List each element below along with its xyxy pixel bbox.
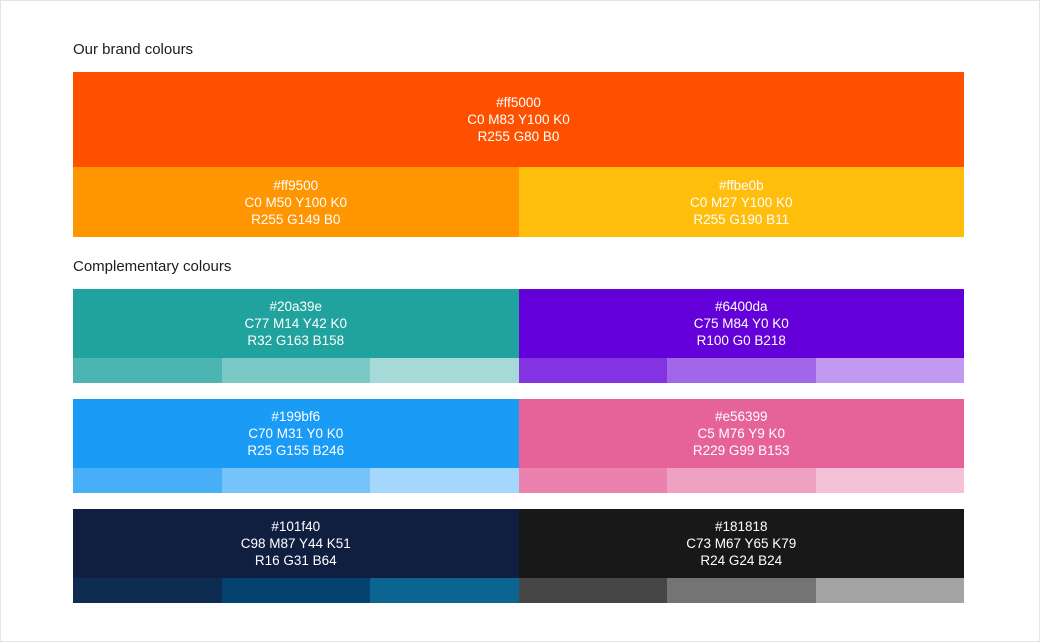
swatch-values: #e56399 C5 M76 Y9 K0 R229 G99 B153 bbox=[693, 408, 790, 459]
tint-swatch bbox=[73, 358, 222, 383]
swatch-values: #181818 C73 M67 Y65 K79 R24 G24 B24 bbox=[686, 518, 796, 569]
tint-swatch bbox=[73, 578, 222, 603]
swatch-rgb: R229 G99 B153 bbox=[692, 443, 790, 458]
primary-colour-swatch: #ff5000 C0 M83 Y100 K0 R255 G80 B0 bbox=[73, 72, 964, 167]
complementary-colours-heading: Complementary colours bbox=[73, 258, 232, 275]
tint-swatch bbox=[667, 358, 816, 383]
tint-swatch bbox=[815, 578, 964, 603]
swatch-cmyk: C5 M76 Y9 K0 bbox=[697, 426, 786, 441]
swatch-cmyk: C0 M83 Y100 K0 bbox=[467, 112, 570, 127]
swatch-values: #ff5000 C0 M83 Y100 K0 R255 G80 B0 bbox=[467, 94, 570, 145]
tint-swatch bbox=[221, 468, 370, 493]
swatch-hex: #20a39e bbox=[269, 299, 323, 314]
swatch-hex: #ff5000 bbox=[496, 95, 541, 110]
swatch-values: #ff9500 C0 M50 Y100 K0 R255 G149 B0 bbox=[244, 177, 347, 228]
swatch-rgb: R100 G0 B218 bbox=[696, 333, 786, 348]
swatch-values: #ffbe0b C0 M27 Y100 K0 R255 G190 B11 bbox=[690, 177, 793, 228]
swatch-cmyk: C0 M50 Y100 K0 bbox=[244, 194, 348, 210]
complementary-colour-swatch: #181818 C73 M67 Y65 K79 R24 G24 B24 bbox=[518, 509, 964, 578]
tint-bar bbox=[73, 578, 519, 603]
swatch-hex: #199bf6 bbox=[271, 409, 321, 424]
complementary-colour-grid: #20a39e C77 M14 Y42 K0 R32 G163 B158 #64… bbox=[73, 289, 964, 619]
swatch-cmyk: C73 M67 Y65 K79 bbox=[686, 536, 797, 551]
swatch-cmyk: C77 M14 Y42 K0 bbox=[244, 316, 348, 331]
colour-cell: #20a39e C77 M14 Y42 K0 R32 G163 B158 bbox=[73, 289, 519, 383]
tint-swatch bbox=[667, 468, 816, 493]
swatch-rgb: R32 G163 B158 bbox=[247, 333, 345, 348]
complementary-colour-swatch: #199bf6 C70 M31 Y0 K0 R25 G155 B246 bbox=[73, 399, 519, 468]
colour-cell: #6400da C75 M84 Y0 K0 R100 G0 B218 bbox=[518, 289, 964, 383]
swatch-rgb: R25 G155 B246 bbox=[247, 443, 345, 458]
swatch-cmyk: C0 M27 Y100 K0 bbox=[689, 194, 793, 210]
secondary-colour-swatch: #ff9500 C0 M50 Y100 K0 R255 G149 B0 bbox=[73, 167, 519, 237]
colour-cell: #199bf6 C70 M31 Y0 K0 R25 G155 B246 bbox=[73, 399, 519, 493]
swatch-rgb: R255 G80 B0 bbox=[477, 129, 560, 144]
colour-cell: #181818 C73 M67 Y65 K79 R24 G24 B24 bbox=[518, 509, 964, 603]
swatch-values: #6400da C75 M84 Y0 K0 R100 G0 B218 bbox=[694, 298, 789, 349]
swatch-hex: #e56399 bbox=[714, 409, 768, 424]
tint-swatch bbox=[815, 468, 964, 493]
tint-swatch bbox=[815, 358, 964, 383]
page-content: Our brand colours #ff5000 C0 M83 Y100 K0… bbox=[73, 1, 964, 619]
tint-swatch bbox=[518, 358, 667, 383]
swatch-rgb: R255 G149 B0 bbox=[251, 211, 341, 227]
swatch-cmyk: C70 M31 Y0 K0 bbox=[248, 426, 344, 441]
swatch-values: #199bf6 C70 M31 Y0 K0 R25 G155 B246 bbox=[247, 408, 344, 459]
brand-colours-heading: Our brand colours bbox=[73, 41, 194, 58]
colour-cell: #101f40 C98 M87 Y44 K51 R16 G31 B64 bbox=[73, 509, 519, 603]
swatch-cmyk: C98 M87 Y44 K51 bbox=[240, 536, 351, 551]
complementary-colour-swatch: #20a39e C77 M14 Y42 K0 R32 G163 B158 bbox=[73, 289, 519, 358]
complementary-colour-swatch: #101f40 C98 M87 Y44 K51 R16 G31 B64 bbox=[73, 509, 519, 578]
swatch-cmyk: C75 M84 Y0 K0 bbox=[693, 316, 789, 331]
tint-bar bbox=[73, 468, 519, 493]
swatch-values: #101f40 C98 M87 Y44 K51 R16 G31 B64 bbox=[241, 518, 351, 569]
tint-bar bbox=[518, 468, 964, 493]
tint-swatch bbox=[370, 578, 519, 603]
tint-swatch bbox=[518, 468, 667, 493]
secondary-colour-swatch: #ffbe0b C0 M27 Y100 K0 R255 G190 B11 bbox=[518, 167, 964, 237]
tint-bar bbox=[73, 358, 519, 383]
tint-swatch bbox=[667, 578, 816, 603]
complementary-colour-swatch: #e56399 C5 M76 Y9 K0 R229 G99 B153 bbox=[518, 399, 964, 468]
tint-swatch bbox=[370, 468, 519, 493]
swatch-hex: #181818 bbox=[714, 519, 768, 534]
swatch-hex: #6400da bbox=[714, 299, 768, 314]
colour-cell: #e56399 C5 M76 Y9 K0 R229 G99 B153 bbox=[518, 399, 964, 493]
tint-swatch bbox=[221, 578, 370, 603]
tint-swatch bbox=[221, 358, 370, 383]
complementary-colour-swatch: #6400da C75 M84 Y0 K0 R100 G0 B218 bbox=[518, 289, 964, 358]
tint-bar bbox=[518, 358, 964, 383]
tint-swatch bbox=[370, 358, 519, 383]
tint-bar bbox=[518, 578, 964, 603]
tint-swatch bbox=[518, 578, 667, 603]
tint-swatch bbox=[73, 468, 222, 493]
swatch-hex: #ff9500 bbox=[273, 177, 319, 193]
secondary-colour-row: #ff9500 C0 M50 Y100 K0 R255 G149 B0 #ffb… bbox=[73, 167, 964, 237]
swatch-rgb: R24 G24 B24 bbox=[700, 553, 783, 568]
swatch-hex: #101f40 bbox=[271, 519, 321, 534]
swatch-values: #20a39e C77 M14 Y42 K0 R32 G163 B158 bbox=[244, 298, 347, 349]
swatch-rgb: R16 G31 B64 bbox=[254, 553, 337, 568]
swatch-rgb: R255 G190 B11 bbox=[693, 211, 790, 227]
swatch-hex: #ffbe0b bbox=[718, 177, 764, 193]
